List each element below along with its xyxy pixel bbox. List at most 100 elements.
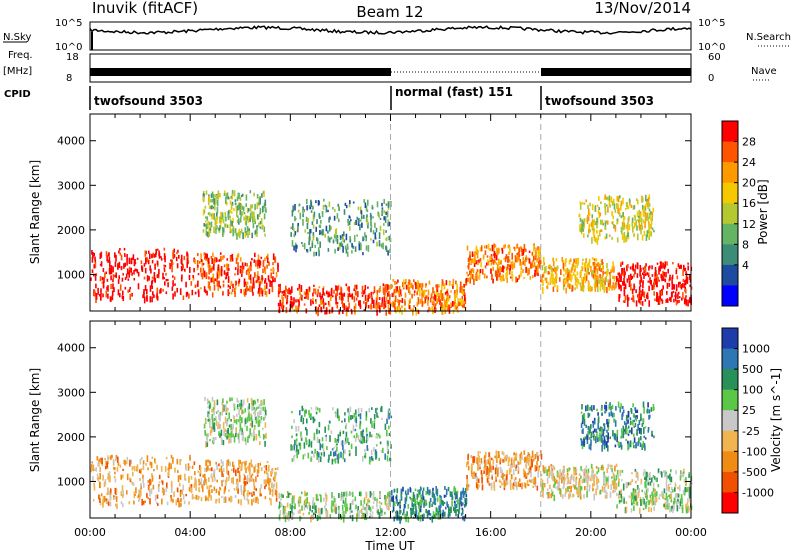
power-cell [660, 264, 663, 269]
power-cell [287, 289, 289, 294]
power-cell [583, 220, 586, 228]
power-cell [622, 224, 624, 231]
power-cell [225, 272, 228, 279]
velocity-cell [595, 466, 598, 469]
velocity-cell [388, 491, 390, 496]
velocity-cell [251, 499, 253, 506]
power-cell [576, 264, 578, 269]
velocity-cell [495, 475, 497, 480]
velocity-cell [458, 509, 460, 515]
velocity-cell [299, 443, 302, 450]
velocity-cell [207, 405, 209, 409]
power-cell [260, 256, 263, 259]
power-cell [163, 269, 166, 272]
power-cell [264, 233, 266, 237]
velocity-cell [319, 508, 322, 513]
velocity-cell [236, 397, 239, 403]
velocity-cell [266, 460, 269, 464]
power-cell [589, 287, 591, 292]
power-cell [210, 256, 213, 259]
power-cell [580, 227, 583, 233]
velocity-cell [348, 442, 350, 445]
velocity-cell [255, 497, 257, 503]
velocity-cell [105, 498, 108, 504]
power-cell [373, 305, 375, 309]
power-cell [459, 281, 462, 286]
power-cell [352, 245, 355, 249]
power-cell [142, 294, 144, 299]
power-cell [636, 273, 639, 278]
power-cell [130, 267, 133, 273]
velocity-cell [94, 468, 96, 471]
velocity-cell [233, 488, 236, 491]
power-cell [687, 262, 689, 265]
power-cell [197, 273, 200, 276]
power-cell [119, 284, 122, 291]
power-cell [386, 210, 389, 218]
velocity-cell [526, 473, 528, 476]
velocity-cell [625, 501, 628, 504]
power-cell [385, 284, 388, 287]
velocity-cell [601, 465, 603, 469]
velocity-cell [310, 416, 312, 420]
velocity-cell [218, 468, 221, 473]
velocity-cell [400, 496, 403, 501]
power-cell [535, 247, 537, 253]
velocity-cell [344, 425, 347, 430]
power-cell [450, 290, 452, 293]
velocity-cell [359, 423, 361, 430]
velocity-cell [525, 476, 527, 479]
power-cell [394, 288, 397, 294]
velocity-cell [467, 465, 470, 471]
power-cell [604, 222, 607, 227]
velocity-cell [203, 423, 206, 429]
power-cell [281, 294, 283, 299]
power-cell [205, 229, 207, 236]
velocity-cell [230, 418, 232, 422]
velocity-cell [274, 474, 276, 481]
power-cell [387, 222, 389, 227]
power-cell [435, 284, 437, 288]
power-cell [293, 245, 295, 251]
power-cell [383, 198, 385, 204]
power-cell [623, 286, 626, 292]
velocity-cell [363, 499, 366, 504]
velocity-cell [509, 483, 512, 491]
velocity-cell [528, 479, 531, 483]
velocity-cell [360, 508, 363, 513]
velocity-cell [315, 493, 318, 501]
power-cell [173, 248, 175, 253]
velocity-cell [403, 508, 405, 514]
velocity-cell [280, 493, 283, 498]
power-cell [574, 281, 577, 286]
velocity-cell [465, 462, 468, 467]
velocity-cell [534, 478, 537, 485]
power-cell [529, 262, 532, 269]
power-cell [617, 283, 620, 288]
power-cell [261, 290, 264, 297]
velocity-cell [251, 464, 253, 468]
power-cell [429, 297, 432, 303]
velocity-cell [631, 501, 633, 506]
velocity-cell [97, 462, 99, 467]
velocity-cell [273, 483, 276, 487]
velocity-cell [325, 511, 328, 518]
power-cell [392, 292, 395, 297]
power-cell [672, 262, 674, 265]
power-cell [682, 269, 684, 277]
power-cell [408, 304, 410, 309]
velocity-cell [337, 457, 339, 464]
power-cell [154, 263, 156, 270]
velocity-cell [249, 428, 252, 432]
velocity-cell [573, 475, 575, 482]
power-cell [371, 298, 373, 304]
velocity-cell [165, 457, 168, 460]
power-cell [328, 224, 331, 232]
velocity-cell [586, 491, 588, 498]
velocity-cell [633, 505, 635, 511]
power-cell [404, 299, 406, 303]
power-cell [417, 300, 420, 305]
velocity-cell [181, 489, 183, 495]
velocity-cell [226, 421, 228, 427]
velocity-cell [513, 460, 515, 468]
